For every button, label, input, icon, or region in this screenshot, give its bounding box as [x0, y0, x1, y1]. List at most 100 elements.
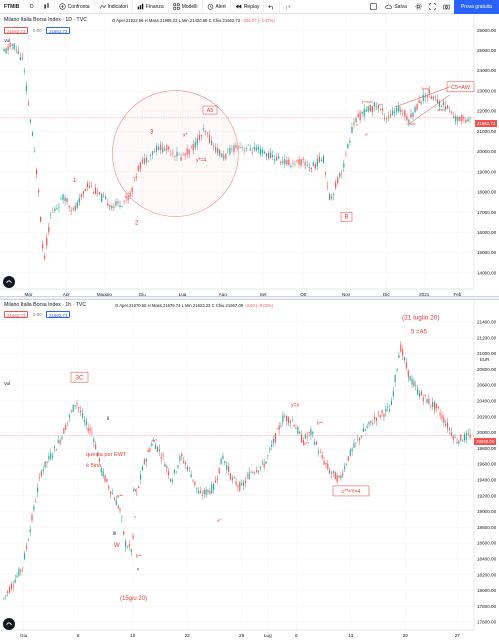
- candle-body: [35, 169, 38, 174]
- pane-divider[interactable]: [0, 296, 499, 300]
- candle-body: [325, 462, 327, 465]
- candle-body: [102, 471, 104, 477]
- candle-body: [375, 417, 378, 421]
- candle-body: [81, 413, 84, 418]
- compare-button[interactable]: Confronta: [55, 0, 95, 14]
- candle-body: [437, 406, 439, 408]
- candle-body: [55, 449, 57, 451]
- candle-body: [302, 440, 305, 443]
- tradingview-logo[interactable]: [3, 618, 15, 630]
- alert-button[interactable]: Alert: [203, 0, 231, 14]
- candle-body: [108, 486, 110, 489]
- candle-body: [306, 436, 308, 437]
- candle-body: [52, 455, 54, 457]
- candle-body: [20, 569, 22, 572]
- y-tick-label: 19600.00: [477, 462, 497, 467]
- bars-icon: [137, 3, 144, 10]
- hourly-chart-canvas[interactable]: 21400.00 21200.00 21000.00 20800.00 20600.00…: [0, 300, 499, 640]
- free-trial-button[interactable]: Prova gratuita: [453, 0, 499, 14]
- candle-body: [140, 474, 142, 480]
- candle-body: [312, 162, 314, 166]
- tradingview-logo[interactable]: [3, 276, 15, 288]
- symbol-search[interactable]: FTMIB: [4, 3, 20, 10]
- candle-body: [147, 450, 149, 453]
- x-tick-label: Ott: [300, 292, 307, 296]
- candle-body: [349, 449, 351, 456]
- daily-chart-pane[interactable]: 26000.00 25000.00 24000.00 23000.00 22000.00…: [0, 14, 499, 296]
- hourly-chart-pane[interactable]: 21400.00 21200.00 21000.00 20800.00 20600.00…: [0, 300, 499, 640]
- models-button[interactable]: Modelli: [169, 0, 203, 14]
- redo-button[interactable]: [280, 0, 295, 14]
- candle-body: [259, 466, 261, 469]
- y-tick-label: 19000.00: [477, 169, 497, 174]
- candle-body: [13, 43, 15, 50]
- layout-icon: [370, 3, 377, 10]
- candle-body: [207, 489, 209, 493]
- candle-body: [465, 433, 467, 440]
- candle-body: [224, 461, 226, 463]
- y-tick-label: 20200.00: [477, 414, 497, 419]
- snapshot-button[interactable]: [440, 0, 454, 14]
- candle-body: [35, 501, 37, 503]
- candle-body: [110, 491, 112, 495]
- price-pill[interactable]: 21662.73: [4, 311, 29, 318]
- candle-body: [134, 516, 136, 518]
- candle-body: [366, 426, 368, 428]
- candle-body: [454, 436, 456, 438]
- candle-body: [274, 433, 276, 442]
- layout-button[interactable]: [366, 0, 380, 14]
- y-tick-label: 20000.00: [477, 149, 497, 154]
- x-small-label: x: [356, 123, 358, 127]
- c5aw-label: C5=AW: [451, 85, 471, 91]
- candle-body: [241, 483, 243, 485]
- candle-body: [426, 95, 428, 98]
- ask-pill[interactable]: 21662.73: [46, 311, 71, 318]
- candle-body: [433, 402, 436, 410]
- finance-button[interactable]: Finanza: [133, 0, 169, 14]
- candle-body: [448, 428, 451, 431]
- daily-chart-canvas[interactable]: 26000.00 25000.00 24000.00 23000.00 22000.00…: [0, 14, 499, 296]
- candle-body: [308, 167, 310, 168]
- candle-body: [119, 205, 121, 207]
- candle-body: [214, 480, 217, 483]
- candle-body: [396, 107, 398, 112]
- candle-body: [255, 147, 257, 151]
- fullscreen-button[interactable]: [426, 0, 440, 14]
- indicators-button[interactable]: Indicatori: [95, 0, 133, 14]
- candle-body: [288, 159, 290, 166]
- candle-body: [63, 428, 65, 434]
- function-icon: [99, 5, 106, 9]
- chart-type-button[interactable]: [39, 0, 55, 14]
- candle-body: [265, 461, 267, 464]
- candle-body: [129, 192, 131, 197]
- candle-body: [153, 150, 156, 152]
- candle-body: [98, 457, 100, 462]
- candle-body: [106, 478, 108, 482]
- candle-body: [449, 111, 451, 112]
- price-pill[interactable]: 21662.73: [4, 27, 29, 34]
- candle-body: [188, 149, 190, 155]
- candle-body: [276, 157, 278, 161]
- y-tick-label: 18800.00: [477, 525, 497, 530]
- candle-body: [31, 514, 33, 521]
- candle-body: [72, 404, 74, 412]
- x-tick-label: Lug: [179, 292, 187, 296]
- y-tick-label: 19200.00: [477, 493, 497, 498]
- candle-body: [370, 420, 372, 423]
- save-button[interactable]: Salva: [380, 0, 412, 14]
- candle-body: [158, 449, 160, 452]
- ask-pill[interactable]: 21662.73: [46, 27, 71, 34]
- undo-button[interactable]: [264, 0, 281, 14]
- candle-body: [104, 475, 106, 482]
- candle-body: [3, 597, 5, 599]
- settings-button[interactable]: [412, 0, 426, 14]
- candle-body: [328, 194, 331, 200]
- interval-selector[interactable]: D: [26, 0, 39, 14]
- candle-body: [145, 157, 148, 163]
- candle-body: [398, 355, 400, 359]
- replay-button[interactable]: Replay: [231, 0, 265, 14]
- candle-body: [229, 473, 232, 480]
- ohlc-close: Chiu.21662.73: [212, 17, 241, 23]
- candle-body: [149, 448, 151, 452]
- candle-body: [292, 163, 294, 164]
